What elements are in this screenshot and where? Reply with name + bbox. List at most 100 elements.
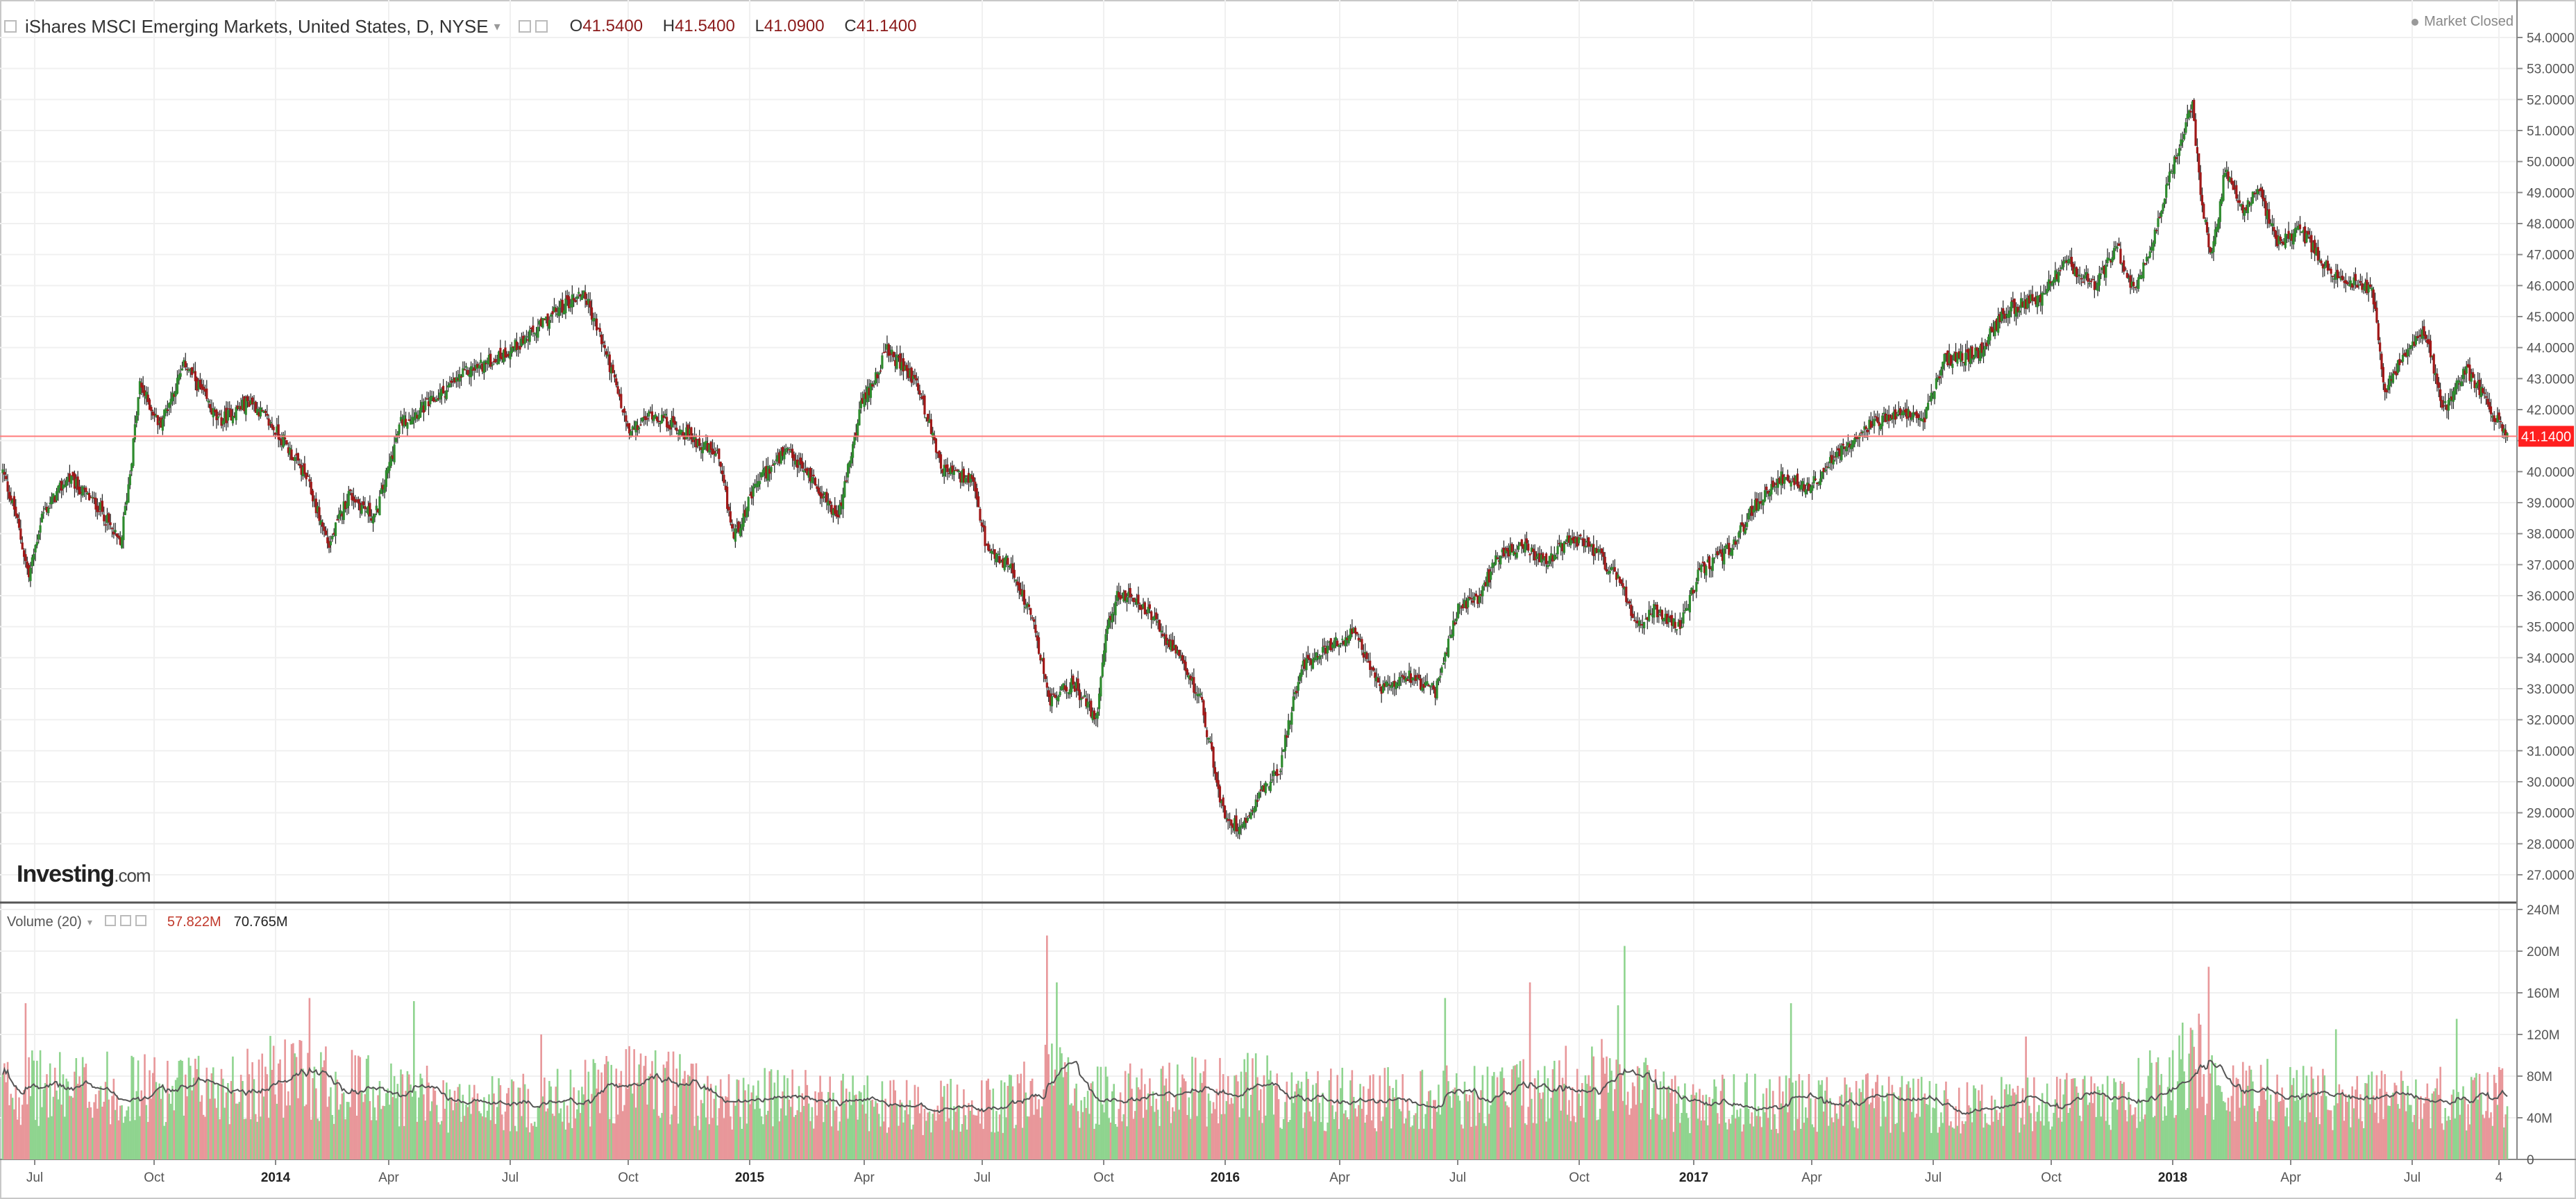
- candle: [1050, 688, 1053, 714]
- volume-bar: [2203, 1074, 2205, 1159]
- volume-bar: [1214, 1109, 1216, 1159]
- volume-bar: [2055, 1076, 2058, 1159]
- candle: [1618, 576, 1621, 587]
- volume-bar: [341, 1093, 344, 1159]
- settings-icon[interactable]: [518, 16, 552, 37]
- chevron-down-icon[interactable]: ▾: [494, 19, 500, 33]
- volume-bar: [458, 1084, 461, 1159]
- volume-bar: [1868, 1104, 1871, 1159]
- candle: [825, 488, 828, 510]
- volume-bar: [2490, 1112, 2492, 1159]
- candle: [2072, 261, 2075, 275]
- candle: [944, 459, 948, 478]
- candle: [2166, 175, 2169, 186]
- volume-bar: [1279, 1127, 1281, 1159]
- volume-bar: [1588, 1075, 1590, 1159]
- volume-bar: [2090, 1076, 2092, 1159]
- candle: [458, 367, 461, 389]
- candle: [1547, 560, 1549, 569]
- volume-bar: [19, 1125, 22, 1159]
- candle: [1860, 429, 1862, 437]
- chevron-down-icon[interactable]: ▾: [87, 916, 92, 928]
- candle: [1821, 471, 1824, 483]
- volume-bar: [1188, 1097, 1190, 1159]
- volume-bar: [171, 1086, 174, 1159]
- volume-bar: [1677, 1086, 1680, 1159]
- candle: [1912, 405, 1915, 423]
- candle: [1406, 676, 1409, 681]
- candle: [1901, 409, 1903, 421]
- candle: [1120, 592, 1124, 599]
- volume-bar: [1978, 1090, 1980, 1159]
- volume-bar: [657, 1116, 660, 1159]
- volume-bar: [2292, 1078, 2295, 1159]
- volume-bar: [893, 1080, 895, 1159]
- candle: [371, 513, 375, 533]
- candle: [2465, 360, 2468, 383]
- volume-bar: [1976, 1110, 1978, 1159]
- volume-bar: [398, 1126, 401, 1159]
- volume-bar: [1034, 1094, 1037, 1159]
- volume-bar: [2502, 1127, 2505, 1159]
- candle: [832, 508, 834, 523]
- volume-bar: [922, 1134, 924, 1159]
- candle: [2374, 292, 2377, 312]
- candle: [1678, 612, 1681, 635]
- candle: [961, 461, 963, 487]
- candle: [2246, 197, 2249, 220]
- volume-bar: [2309, 1112, 2311, 1159]
- volume-bar: [403, 1125, 405, 1159]
- volume-bar: [1080, 1100, 1082, 1159]
- candle: [367, 501, 370, 523]
- volume-bar: [205, 1067, 208, 1159]
- candle: [354, 494, 357, 508]
- volume-bar: [641, 1085, 643, 1159]
- volume-bar: [742, 1078, 745, 1159]
- volume-label[interactable]: Volume (20): [7, 914, 82, 930]
- candle: [1432, 680, 1435, 694]
- candle: [294, 455, 296, 471]
- candle: [1228, 812, 1231, 829]
- symbol-title[interactable]: iShares MSCI Emerging Markets, United St…: [25, 15, 489, 37]
- volume-bar: [713, 1098, 716, 1159]
- volume-tick-label-1: 200M: [2527, 945, 2560, 959]
- time-tick-label-2: 2014: [261, 1171, 291, 1185]
- candle: [1108, 612, 1111, 630]
- time-tick-label-17: Oct: [2041, 1171, 2062, 1185]
- candle: [1300, 664, 1303, 683]
- candle: [1599, 544, 1601, 555]
- candle: [616, 381, 619, 395]
- candle: [1075, 677, 1078, 698]
- candle: [1450, 629, 1453, 639]
- volume-bar: [359, 1057, 362, 1159]
- volume-bar: [2323, 1075, 2326, 1159]
- volume-bar: [365, 1058, 368, 1159]
- candle: [1987, 334, 1990, 351]
- candle: [1517, 542, 1520, 553]
- candle: [44, 501, 47, 511]
- collapse-icon[interactable]: [4, 20, 17, 33]
- volume-bar: [646, 1104, 648, 1159]
- candle: [721, 463, 724, 482]
- volume-bar: [700, 1100, 702, 1159]
- volume-bar: [1822, 1112, 1825, 1159]
- candle: [1687, 603, 1690, 611]
- candle: [2303, 221, 2307, 247]
- volume-bar: [328, 1096, 330, 1159]
- candle: [303, 455, 306, 478]
- volume-bar: [2407, 1086, 2409, 1159]
- volume-bar: [1100, 1066, 1102, 1159]
- candle: [1458, 602, 1461, 614]
- candle: [2296, 221, 2298, 233]
- volume-bar: [2402, 1080, 2404, 1159]
- volume-bar: [446, 1082, 448, 1159]
- candle: [1662, 617, 1665, 626]
- volume-bar: [671, 1114, 673, 1159]
- volume-tick-label-0: 240M: [2527, 903, 2560, 918]
- candle: [840, 494, 843, 515]
- volume-bar: [1421, 1069, 1424, 1159]
- volume-bar: [2171, 1050, 2174, 1159]
- volume-bar: [1002, 1132, 1004, 1159]
- volume-settings-icon[interactable]: [104, 914, 151, 930]
